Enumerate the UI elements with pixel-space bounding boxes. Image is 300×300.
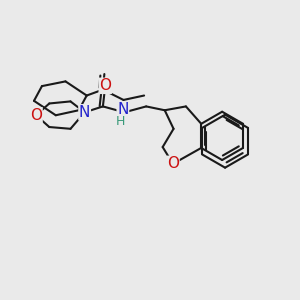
Text: O: O <box>167 156 179 171</box>
Text: O: O <box>30 108 42 123</box>
Text: N: N <box>117 102 129 117</box>
Text: O: O <box>99 78 111 93</box>
Text: H: H <box>116 115 125 128</box>
Text: N: N <box>79 105 90 120</box>
